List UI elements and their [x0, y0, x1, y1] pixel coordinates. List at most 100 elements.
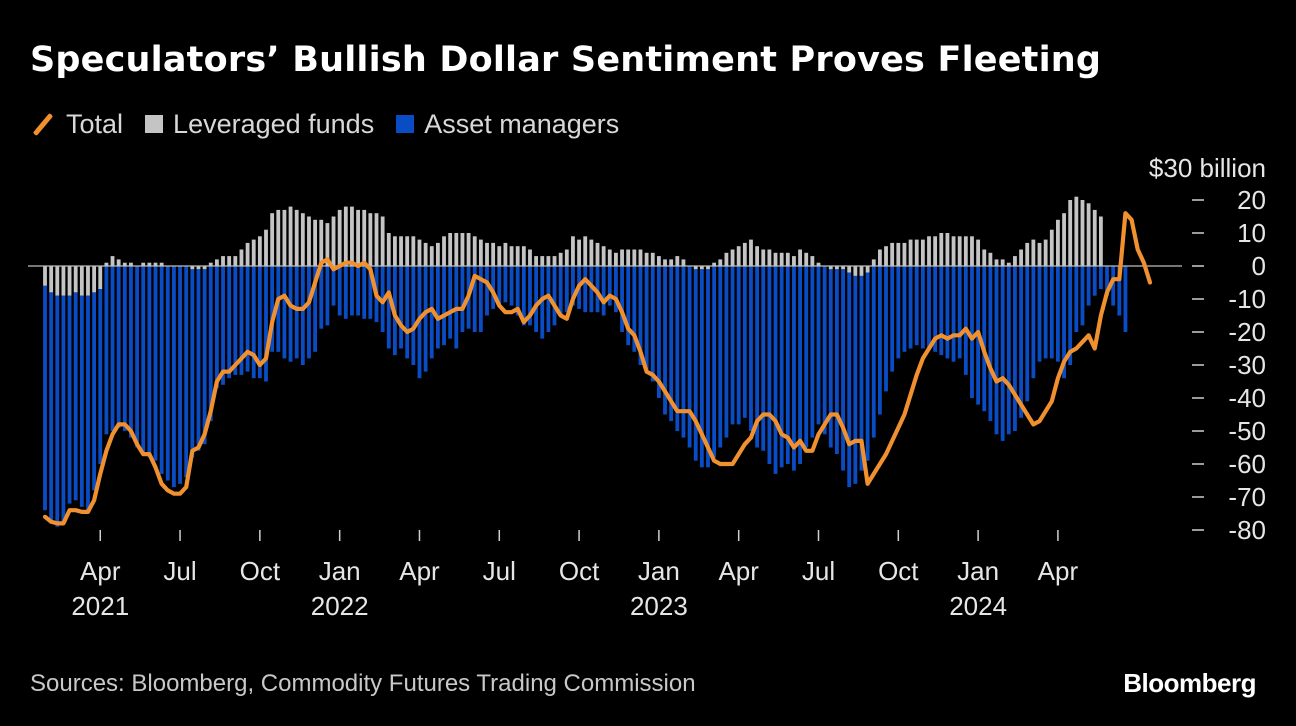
bar-leveraged-funds-136 — [877, 249, 882, 266]
bar-asset-managers-0 — [43, 285, 47, 511]
bar-asset-managers-81 — [540, 266, 545, 339]
bar-asset-managers-91 — [601, 266, 606, 316]
y-tick-label--70: -70 — [1228, 482, 1266, 512]
bar-leveraged-funds-121 — [785, 252, 790, 266]
bar-leveraged-funds-86 — [571, 236, 575, 266]
y-tick-label--60: -60 — [1228, 449, 1266, 479]
bar-asset-managers-27 — [208, 266, 213, 422]
y-tick-label--30: -30 — [1228, 350, 1266, 380]
bar-asset-managers-136 — [877, 266, 882, 415]
bar-leveraged-funds-130 — [841, 266, 845, 270]
bar-leveraged-funds-96 — [632, 249, 637, 266]
bar-leveraged-funds-81 — [540, 256, 545, 266]
bar-leveraged-funds-156 — [1000, 259, 1005, 266]
bar-leveraged-funds-119 — [773, 252, 778, 266]
bar-asset-managers-86 — [571, 266, 575, 306]
bar-leveraged-funds-80 — [534, 256, 539, 266]
bar-asset-managers-52 — [362, 266, 367, 319]
bar-leveraged-funds-76 — [509, 246, 514, 266]
bar-asset-managers-107 — [699, 269, 704, 468]
legend-label-asset-managers: Asset managers — [424, 108, 620, 139]
bar-leveraged-funds-162 — [1037, 242, 1042, 266]
bar-asset-managers-25 — [196, 269, 201, 451]
bar-asset-managers-29 — [221, 266, 225, 385]
bar-asset-managers-35 — [257, 266, 262, 379]
bar-leveraged-funds-3 — [61, 266, 66, 296]
bar-leveraged-funds-112 — [730, 249, 735, 266]
bar-leveraged-funds-104 — [681, 259, 686, 266]
bar-asset-managers-167 — [1068, 266, 1073, 365]
bar-asset-managers-88 — [583, 266, 588, 313]
bar-asset-managers-140 — [902, 266, 907, 352]
bar-leveraged-funds-163 — [1043, 239, 1048, 266]
bar-asset-managers-160 — [1025, 266, 1030, 402]
bar-asset-managers-98 — [644, 266, 649, 372]
bar-asset-managers-78 — [521, 266, 526, 326]
bar-asset-managers-174 — [1111, 266, 1116, 306]
bar-leveraged-funds-39 — [282, 209, 287, 266]
bar-leveraged-funds-14 — [129, 262, 133, 266]
bar-leveraged-funds-33 — [245, 242, 250, 266]
bar-asset-managers-169 — [1080, 266, 1085, 326]
bar-asset-managers-166 — [1062, 266, 1066, 379]
bar-leveraged-funds-51 — [356, 209, 360, 266]
bar-asset-managers-15 — [135, 266, 139, 448]
bar-leveraged-funds-27 — [208, 262, 213, 266]
bar-leveraged-funds-44 — [313, 219, 318, 266]
y-tick-label-0: 0 — [1252, 251, 1266, 281]
y-tick-label--50: -50 — [1228, 416, 1266, 446]
bar-leveraged-funds-25 — [196, 266, 201, 270]
bar-leveraged-funds-114 — [742, 242, 747, 266]
bar-asset-managers-24 — [190, 269, 195, 458]
bar-leveraged-funds-133 — [859, 266, 864, 276]
bar-leveraged-funds-38 — [276, 209, 281, 266]
bar-leveraged-funds-45 — [319, 219, 324, 266]
bar-asset-managers-123 — [798, 266, 802, 464]
bar-leveraged-funds-170 — [1086, 203, 1091, 266]
bar-leveraged-funds-17 — [147, 262, 152, 266]
bar-asset-managers-102 — [669, 266, 674, 422]
bar-leveraged-funds-50 — [350, 206, 354, 266]
bar-asset-managers-8 — [92, 292, 97, 491]
legend-label-total: Total — [66, 108, 124, 139]
bar-leveraged-funds-115 — [749, 239, 753, 266]
bar-leveraged-funds-90 — [595, 242, 600, 266]
x-tick-label-jan-48: Jan — [319, 556, 361, 586]
bar-asset-managers-132 — [853, 275, 858, 484]
bar-asset-managers-51 — [356, 266, 360, 316]
bar-asset-managers-65 — [442, 266, 446, 346]
bar-leveraged-funds-60 — [411, 236, 416, 266]
legend-swatch-leveraged-funds — [145, 115, 164, 133]
bar-leveraged-funds-142 — [914, 239, 919, 266]
bar-leveraged-funds-148 — [951, 236, 956, 266]
x-tick-label-apr-9: Apr — [80, 556, 121, 586]
bar-leveraged-funds-30 — [227, 256, 232, 266]
bar-asset-managers-125 — [810, 266, 815, 438]
bar-leveraged-funds-74 — [497, 246, 502, 266]
bar-leveraged-funds-63 — [429, 246, 434, 266]
bar-leveraged-funds-56 — [386, 233, 391, 266]
bar-leveraged-funds-92 — [607, 249, 612, 266]
x-year-label-2022: 2022 — [311, 591, 369, 621]
bar-asset-managers-147 — [945, 266, 950, 359]
bar-asset-managers-58 — [399, 266, 403, 349]
bar-leveraged-funds-167 — [1068, 200, 1073, 266]
bar-leveraged-funds-49 — [343, 206, 348, 266]
bar-asset-managers-101 — [663, 266, 667, 415]
bar-leveraged-funds-46 — [325, 223, 330, 266]
bar-leveraged-funds-5 — [73, 266, 78, 293]
bar-asset-managers-71 — [478, 266, 483, 332]
bar-leveraged-funds-106 — [693, 266, 698, 270]
bar-asset-managers-172 — [1098, 266, 1103, 290]
bar-asset-managers-115 — [749, 266, 753, 431]
bar-asset-managers-89 — [589, 266, 594, 313]
bar-leveraged-funds-94 — [620, 249, 624, 266]
bar-leveraged-funds-118 — [767, 249, 772, 266]
bar-leveraged-funds-158 — [1013, 256, 1017, 266]
bar-asset-managers-134 — [865, 272, 870, 461]
bar-asset-managers-45 — [319, 266, 324, 329]
bar-asset-managers-120 — [779, 266, 784, 468]
bar-asset-managers-158 — [1013, 266, 1017, 431]
bar-leveraged-funds-99 — [650, 252, 655, 266]
bar-leveraged-funds-4 — [67, 266, 72, 296]
